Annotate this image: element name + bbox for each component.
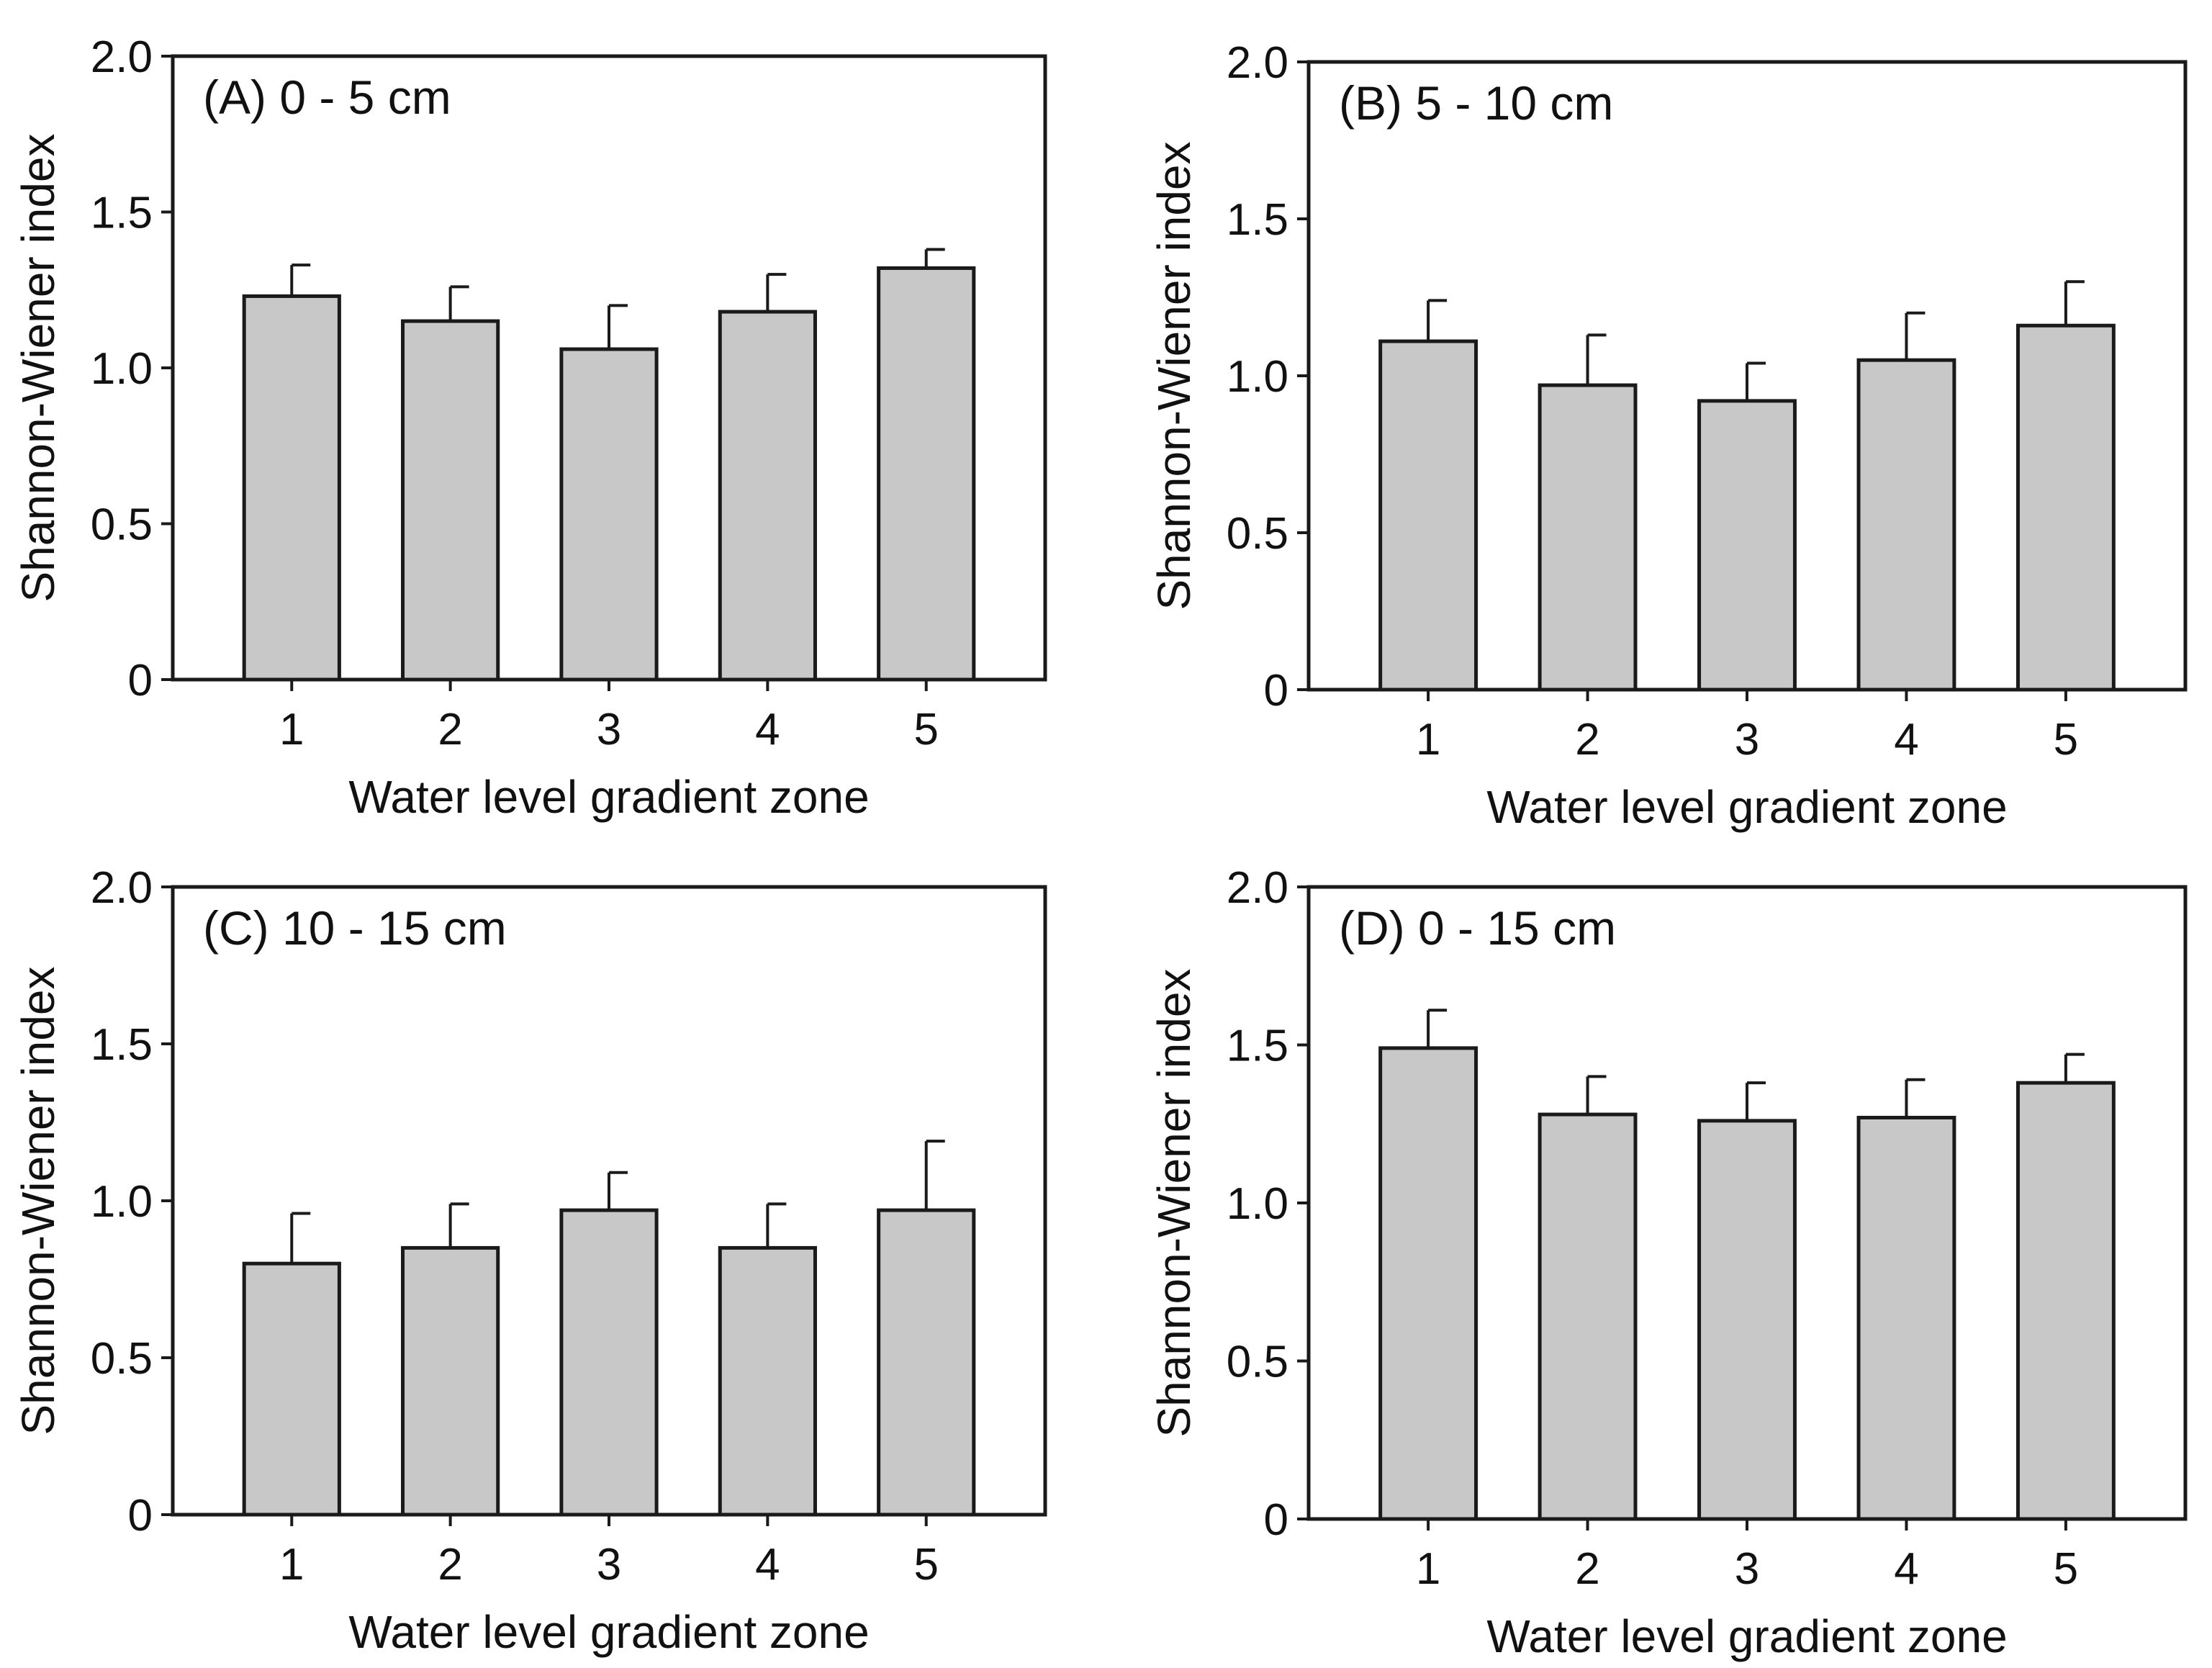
y-axis-title: Shannon-Wiener index	[12, 966, 64, 1435]
bar	[401, 319, 500, 682]
x-tick-label: 1	[1416, 1544, 1440, 1594]
y-tick-label: 1.5	[1227, 1022, 1288, 1071]
bar	[877, 1208, 976, 1517]
y-tick-label: 1.5	[1227, 195, 1288, 245]
y-tick-label: 0	[128, 656, 153, 705]
y-tick-label: 0.5	[91, 500, 153, 550]
y-tick-label: 0.5	[1227, 1338, 1288, 1387]
y-axis-title: Shannon-Wiener index	[1148, 968, 1200, 1437]
x-tick-label: 3	[1735, 1544, 1759, 1594]
bar	[242, 1261, 341, 1517]
bar	[1697, 1119, 1797, 1521]
bar	[1378, 339, 1479, 692]
x-tick-label: 2	[1575, 715, 1599, 765]
x-axis-title: Water level gradient zone	[348, 771, 869, 823]
bar	[559, 1208, 659, 1517]
x-tick-label: 3	[597, 1540, 621, 1590]
y-tick-label: 2.0	[91, 32, 153, 82]
bar	[1538, 1112, 1638, 1521]
x-tick-label: 3	[1735, 715, 1759, 765]
y-tick-label: 1.0	[91, 344, 153, 394]
bar	[718, 310, 817, 682]
x-tick-label: 5	[913, 705, 938, 754]
y-tick-label: 2.0	[1227, 863, 1288, 913]
x-axis-title: Water level gradient zone	[1486, 781, 2007, 833]
y-tick-label: 0	[1264, 1495, 1288, 1545]
panel-c: 0 0.5 1.0 1.5 2.0 1 2 3 4 5 (C) 10 - 15 cm Water le…	[12, 863, 1047, 1658]
x-tick-label: 2	[438, 1540, 462, 1590]
bar	[242, 294, 341, 682]
y-tick-label: 2.0	[91, 863, 153, 913]
panel-a: 0 0.5 1.0 1.5 2.0 1 2 3 4 5 (A) 0 - 5 cm Water leve…	[12, 32, 1047, 823]
x-tick-label: 1	[1416, 715, 1440, 765]
y-tick-label: 1.5	[91, 189, 153, 238]
x-tick-label: 5	[913, 1540, 938, 1590]
bar	[877, 266, 976, 682]
bar	[1378, 1046, 1479, 1521]
bar	[718, 1245, 817, 1517]
bar	[1856, 358, 1956, 692]
x-tick-label: 4	[1894, 715, 1918, 765]
x-tick-label: 2	[1575, 1544, 1599, 1594]
x-tick-label: 1	[279, 1540, 304, 1590]
bar	[2015, 1081, 2116, 1521]
panel-b: 0 0.5 1.0 1.5 2.0 1 2 3 4 5 (B) 5 - 10 cm Water lev…	[1148, 38, 2188, 833]
x-tick-label: 5	[2054, 715, 2078, 765]
bar	[1697, 399, 1797, 692]
x-tick-label: 1	[279, 705, 304, 754]
x-tick-label: 4	[755, 1540, 780, 1590]
x-tick-label: 2	[438, 705, 462, 754]
bar	[559, 347, 659, 682]
y-axis-title: Shannon-Wiener index	[12, 133, 64, 602]
y-tick-label: 1.0	[1227, 352, 1288, 402]
bar	[401, 1245, 500, 1517]
y-tick-label: 0.5	[91, 1334, 153, 1384]
y-tick-label: 0	[1264, 666, 1288, 716]
panel-title: (C) 10 - 15 cm	[203, 901, 507, 955]
x-axis-title: Water level gradient zone	[348, 1606, 869, 1658]
panel-title: (D) 0 - 15 cm	[1339, 901, 1616, 955]
x-axis-title: Water level gradient zone	[1486, 1610, 2007, 1662]
panel-d: 0 0.5 1.0 1.5 2.0 1 2 3 4 5 (D) 0 - 15 cm Water lev…	[1148, 863, 2188, 1662]
x-tick-label: 3	[597, 705, 621, 754]
y-tick-label: 1.0	[91, 1177, 153, 1227]
bar	[2015, 323, 2116, 692]
panel-title: (B) 5 - 10 cm	[1339, 76, 1613, 130]
bar	[1538, 383, 1638, 692]
bar	[1856, 1115, 1956, 1521]
y-tick-label: 1.0	[1227, 1179, 1288, 1229]
y-axis-title: Shannon-Wiener index	[1148, 141, 1200, 610]
x-tick-label: 5	[2054, 1544, 2078, 1594]
x-tick-label: 4	[755, 705, 780, 754]
y-tick-label: 0	[128, 1491, 153, 1541]
y-tick-label: 2.0	[1227, 38, 1288, 88]
y-tick-label: 1.5	[91, 1020, 153, 1070]
x-tick-label: 4	[1894, 1544, 1918, 1594]
panel-title: (A) 0 - 5 cm	[203, 71, 451, 124]
y-tick-label: 0.5	[1227, 509, 1288, 559]
